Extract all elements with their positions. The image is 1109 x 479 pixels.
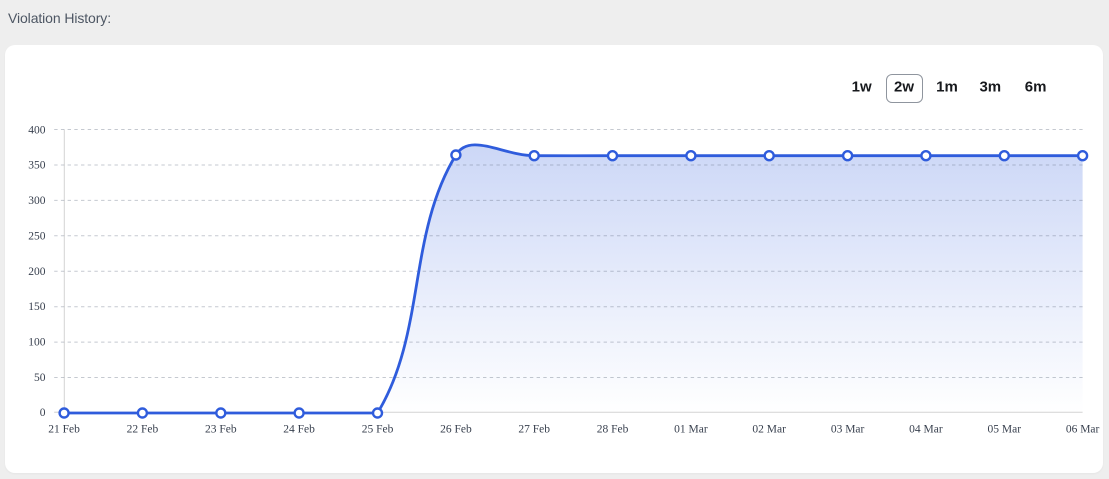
svg-text:50: 50 xyxy=(34,372,46,384)
svg-text:02 Mar: 02 Mar xyxy=(752,424,786,436)
svg-text:100: 100 xyxy=(28,336,46,348)
svg-text:01 Mar: 01 Mar xyxy=(674,424,708,436)
svg-text:04 Mar: 04 Mar xyxy=(909,424,943,436)
svg-text:06 Mar: 06 Mar xyxy=(1066,424,1100,436)
svg-text:250: 250 xyxy=(28,230,46,242)
svg-text:21 Feb: 21 Feb xyxy=(48,424,80,436)
svg-text:24 Feb: 24 Feb xyxy=(283,424,315,436)
svg-text:400: 400 xyxy=(28,124,46,136)
svg-text:28 Feb: 28 Feb xyxy=(597,424,629,436)
svg-text:25 Feb: 25 Feb xyxy=(362,424,394,436)
svg-text:0: 0 xyxy=(40,407,46,419)
svg-text:05 Mar: 05 Mar xyxy=(988,424,1022,436)
svg-text:23 Feb: 23 Feb xyxy=(205,424,237,436)
svg-text:150: 150 xyxy=(28,301,46,313)
svg-text:22 Feb: 22 Feb xyxy=(127,424,159,436)
svg-text:26 Feb: 26 Feb xyxy=(440,424,472,436)
svg-text:03 Mar: 03 Mar xyxy=(831,424,865,436)
svg-text:27 Feb: 27 Feb xyxy=(518,424,550,436)
svg-text:300: 300 xyxy=(28,195,46,207)
svg-text:200: 200 xyxy=(28,266,46,278)
svg-text:350: 350 xyxy=(28,160,46,172)
